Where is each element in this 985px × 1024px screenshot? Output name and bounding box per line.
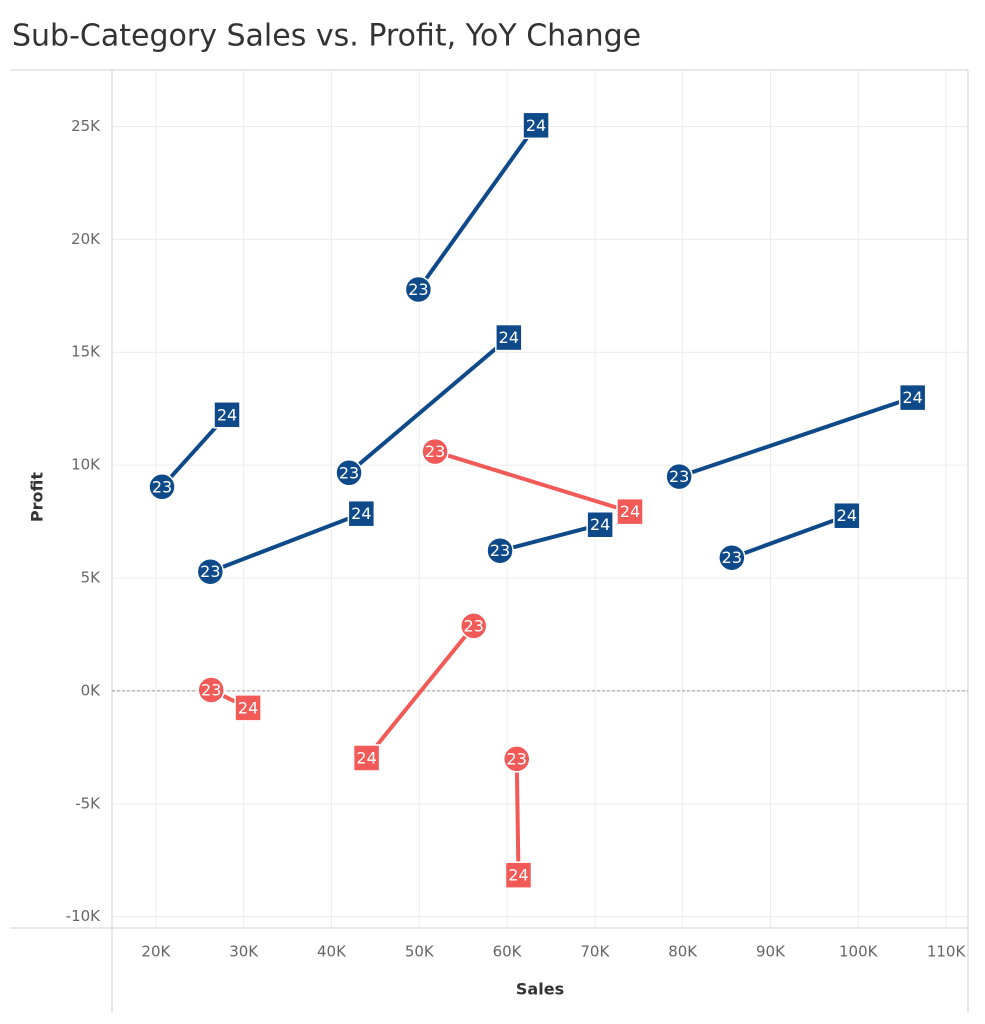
connector-line (347, 336, 511, 475)
frame (10, 69, 969, 1012)
point-label: 24 (238, 698, 258, 717)
chart-title: Sub-Category Sales vs. Profit, YoY Chang… (12, 19, 641, 54)
x-tick-label: 30K (229, 943, 259, 961)
connector-line (416, 124, 538, 291)
point-marker (504, 861, 533, 889)
point-marker (616, 497, 644, 526)
point-marker (213, 401, 241, 429)
point-marker (586, 510, 614, 539)
point-label: 23 (200, 562, 220, 581)
point-label: 23 (507, 749, 527, 768)
point-marker (665, 462, 693, 491)
connector-line (499, 522, 601, 553)
connector-line (514, 758, 521, 876)
point-label: 23 (339, 463, 359, 482)
x-tick-label: 110K (927, 943, 967, 961)
point-label: 23 (669, 467, 689, 486)
x-tick-label: 40K (317, 943, 347, 961)
point-marker (898, 383, 927, 412)
point-label: 23 (722, 548, 742, 567)
point-label: 23 (490, 541, 510, 560)
connector-line (678, 395, 914, 479)
x-axis-title: Sales (516, 980, 564, 999)
point-label: 24 (351, 504, 371, 523)
point-marker (459, 612, 488, 640)
grid (112, 70, 968, 928)
point-label: 24 (590, 515, 610, 534)
point-label: 23 (152, 477, 172, 496)
point-label: 24 (903, 388, 923, 407)
y-tick-label: 20K (71, 230, 101, 248)
point-marker (502, 745, 531, 773)
point-label: 24 (837, 506, 857, 525)
connector-line (731, 513, 848, 560)
point-label: 23 (425, 442, 445, 461)
point-marker (718, 543, 746, 572)
point-marker (234, 694, 262, 722)
point-label: 24 (508, 866, 528, 885)
point-label: 23 (201, 681, 221, 700)
x-tick-label: 60K (493, 943, 523, 961)
x-tick-label: 90K (756, 943, 786, 961)
point-label: 24 (620, 502, 640, 521)
point-marker (347, 499, 376, 528)
point-label: 23 (408, 280, 428, 299)
point-marker (335, 459, 363, 487)
point-marker (421, 437, 449, 466)
connector-line (209, 511, 363, 574)
point-label: 24 (356, 748, 376, 767)
point-marker (196, 557, 225, 586)
point-marker (486, 536, 514, 565)
point-label: 24 (526, 116, 546, 135)
point-label: 23 (464, 616, 484, 635)
x-tick-label: 70K (580, 943, 610, 961)
y-tick-label: 5K (81, 569, 102, 587)
point-label: 24 (217, 405, 237, 424)
y-tick-label: 25K (71, 117, 101, 135)
connector-line (365, 624, 476, 760)
y-tick-label: -5K (75, 794, 101, 812)
x-tick-label: 50K (405, 943, 435, 961)
point-marker (833, 501, 861, 530)
point-marker (522, 111, 550, 140)
connector-line (434, 449, 631, 514)
y-axis-title: Profit (28, 472, 47, 522)
point-marker (148, 473, 176, 501)
y-tick-label: -10K (66, 907, 101, 925)
point-marker (404, 275, 433, 304)
y-tick-label: 0K (81, 681, 102, 699)
point-marker (495, 323, 523, 352)
point-marker (352, 744, 381, 772)
x-tick-label: 20K (141, 943, 171, 961)
x-tick-label: 100K (839, 943, 879, 961)
y-tick-label: 15K (71, 343, 101, 361)
y-tick-label: 10K (71, 456, 101, 474)
point-marker (197, 676, 225, 704)
point-label: 24 (499, 328, 519, 347)
x-tick-label: 80K (668, 943, 698, 961)
